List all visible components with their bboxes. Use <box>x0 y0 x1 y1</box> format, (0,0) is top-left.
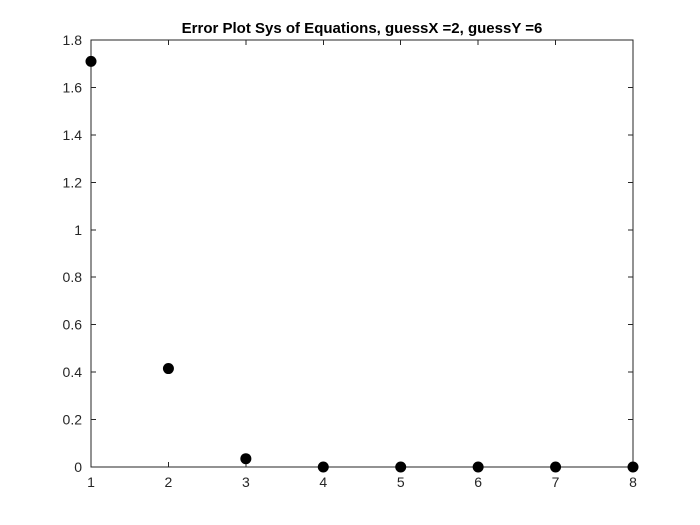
x-tick-label: 3 <box>242 474 250 490</box>
data-point <box>317 461 329 473</box>
data-point <box>550 461 562 473</box>
x-tick-label: 7 <box>552 474 560 490</box>
y-tick-label: 0 <box>74 459 82 475</box>
y-tick-label: 0.8 <box>63 269 83 285</box>
data-point <box>85 55 97 67</box>
data-point <box>472 461 484 473</box>
x-tick-label: 6 <box>474 474 482 490</box>
plot-axes <box>90 39 634 468</box>
x-tick-label: 5 <box>397 474 405 490</box>
y-tick-label: 1.6 <box>63 79 83 95</box>
y-tick-label: 1.8 <box>63 32 83 48</box>
y-tick-label: 1.2 <box>63 174 83 190</box>
data-point <box>162 363 174 375</box>
y-tick-label: 1.4 <box>63 127 83 143</box>
data-points <box>85 55 639 473</box>
y-tick-label: 1 <box>74 222 82 238</box>
x-tick-label: 8 <box>629 474 637 490</box>
chart-title: Error Plot Sys of Equations, guessX =2, … <box>182 20 543 37</box>
y-tick-label: 0.2 <box>63 412 83 428</box>
data-point <box>240 453 252 465</box>
plot-frame <box>90 39 634 468</box>
y-tick-label: 0.6 <box>63 317 83 333</box>
x-tick-label: 4 <box>319 474 327 490</box>
x-tick-label: 2 <box>165 474 173 490</box>
x-tick-label: 1 <box>87 474 95 490</box>
tick-group: 1 2 3 4 5 6 7 8 0 0.2 0.4 0.6 0.8 1 1.2 1.4 1.6 1.8 <box>63 32 638 490</box>
y-tick-label: 0.4 <box>63 364 83 380</box>
data-point <box>627 461 639 473</box>
data-point <box>395 461 407 473</box>
